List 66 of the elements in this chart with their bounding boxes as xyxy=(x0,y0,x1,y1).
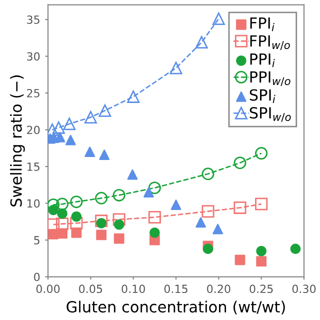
point xyxy=(170,62,182,74)
y-tick-label: 10 xyxy=(27,199,40,208)
point xyxy=(112,213,126,226)
y-axis-title: Swelling ratio (−) xyxy=(10,75,25,206)
point xyxy=(148,182,161,194)
point xyxy=(99,150,110,160)
point xyxy=(96,230,107,240)
point xyxy=(170,200,182,210)
point xyxy=(127,90,140,103)
point xyxy=(256,246,267,256)
y-tick-label: 5 xyxy=(34,236,40,244)
point xyxy=(149,227,160,238)
point xyxy=(202,168,214,180)
point xyxy=(95,192,108,204)
point xyxy=(202,205,214,218)
point xyxy=(127,169,138,180)
point xyxy=(290,244,301,254)
point xyxy=(70,196,83,208)
legend-label: FPI$_{w/o}$ xyxy=(250,35,290,50)
point xyxy=(114,219,124,230)
point xyxy=(144,187,154,198)
x-tick-label: 0.30 xyxy=(292,284,316,294)
legend-label: SPI$_{i}$ xyxy=(250,89,276,104)
x-tick-label: 0.15 xyxy=(164,284,188,294)
y-tick-label: 0 xyxy=(34,272,40,282)
point xyxy=(212,224,224,234)
x-tick-label: 0.10 xyxy=(122,284,145,294)
x-tick-label: 0.05 xyxy=(79,284,102,294)
point xyxy=(212,12,225,26)
point xyxy=(56,198,68,210)
point xyxy=(256,256,267,267)
point xyxy=(63,118,76,130)
point xyxy=(96,218,107,228)
x-tick-label: 0.00 xyxy=(36,284,60,294)
legend-label: FPI$_{i}$ xyxy=(250,17,274,32)
y-tick-label: 30 xyxy=(27,52,40,61)
y-tick-label: 35 xyxy=(27,15,40,24)
point xyxy=(52,121,65,134)
y-tick-label: 15 xyxy=(27,162,40,171)
point xyxy=(234,201,246,214)
legend-label: PPI$_{i}$ xyxy=(250,54,275,68)
legend-label: SPI$_{w/o}$ xyxy=(250,107,291,122)
x-tick-label: 0.25 xyxy=(250,284,273,294)
point xyxy=(98,104,112,117)
point xyxy=(234,254,246,266)
y-tick-label: 25 xyxy=(27,88,40,98)
point xyxy=(255,198,268,210)
point xyxy=(71,211,82,222)
point xyxy=(195,36,208,49)
point xyxy=(234,156,246,170)
point xyxy=(84,111,97,124)
point xyxy=(84,146,96,158)
y-tick-label: 20 xyxy=(27,126,40,134)
point xyxy=(95,214,108,228)
point xyxy=(114,233,124,244)
point xyxy=(202,244,214,254)
point xyxy=(65,134,76,146)
x-axis-title: Gluten concentration (wt/wt) xyxy=(66,300,285,314)
point xyxy=(255,147,268,160)
point xyxy=(70,216,83,230)
legend-label: PPI$_{w/o}$ xyxy=(250,71,290,86)
point xyxy=(112,188,126,202)
x-tick-label: 0.20 xyxy=(207,284,230,294)
point xyxy=(148,211,161,224)
point xyxy=(57,208,68,219)
point xyxy=(196,217,206,228)
